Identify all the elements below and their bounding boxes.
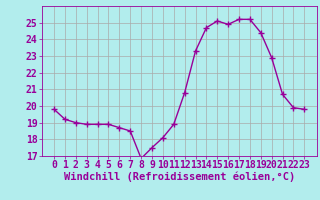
X-axis label: Windchill (Refroidissement éolien,°C): Windchill (Refroidissement éolien,°C) [64, 172, 295, 182]
